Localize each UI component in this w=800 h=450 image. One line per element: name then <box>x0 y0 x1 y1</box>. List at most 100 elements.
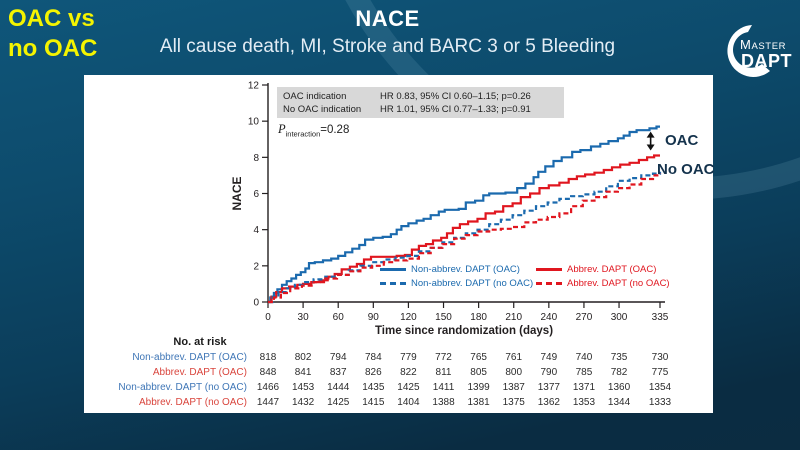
at-risk-value: 1381 <box>467 397 490 408</box>
at-risk-value: 1453 <box>291 382 315 393</box>
chart-panel: 0 2 4 6 8 10 12 0 30 60 90 120 150 180 210 240 270 300 335… <box>84 75 715 413</box>
at-risk-value: 1425 <box>397 382 420 393</box>
y-tick-label: 8 <box>253 153 259 164</box>
legend-line-sample-icon <box>380 282 406 285</box>
at-risk-value: 1399 <box>467 382 490 393</box>
x-tick-label: 270 <box>576 312 593 323</box>
page-subtitle: All cause death, MI, Stroke and BARC 3 o… <box>159 36 616 57</box>
y-tick-label: 6 <box>253 189 259 200</box>
corner-tag-line1: OAC vs <box>8 5 95 32</box>
at-risk-row-3: Abbrev. DAPT (no OAC) 1447 1432 1425 1415 140… <box>84 397 713 411</box>
legend-item-0: Non-abbrev. DAPT (OAC) <box>380 264 526 275</box>
header: NACE All cause death, MI, Stroke and BAR… <box>115 6 660 58</box>
at-risk-value: 775 <box>651 367 669 378</box>
at-risk-value: 811 <box>435 367 452 378</box>
x-axis-title: Time since randomization (days) <box>375 325 553 337</box>
oac-annotation: OAC <box>665 132 699 149</box>
at-risk-value: 1444 <box>327 382 350 393</box>
at-risk-value: 1371 <box>572 382 596 393</box>
y-tick-label: 4 <box>253 225 259 236</box>
at-risk-value: 1411 <box>432 382 455 393</box>
x-tick-label: 240 <box>540 312 557 323</box>
hr-row-nooac: No OAC indication HR 1.01, 95% CI 0.77–1… <box>283 103 558 116</box>
legend-label: Non-abbrev. DAPT (no OAC) <box>411 278 534 289</box>
curve-3 <box>268 173 662 304</box>
x-tick-label: 0 <box>265 312 271 323</box>
y-tick-label: 0 <box>253 298 259 309</box>
arrow-head-up-icon <box>646 131 655 138</box>
at-risk-value: 740 <box>575 352 593 363</box>
at-risk-value: 782 <box>610 367 628 378</box>
at-risk-value: 1447 <box>256 397 280 408</box>
hr-row-oac-label: OAC indication <box>283 90 347 102</box>
legend-line-sample-icon <box>380 268 406 271</box>
at-risk-value: 1404 <box>397 397 420 408</box>
at-risk-value: 1353 <box>572 397 596 408</box>
at-risk-value: 735 <box>610 352 628 363</box>
at-risk-row-1: Abbrev. DAPT (OAC) 848 841 837 826 822 811 805 8… <box>84 367 713 381</box>
at-risk-row-label: Abbrev. DAPT (no OAC) <box>139 397 247 408</box>
y-axis-title: NACE <box>230 176 244 210</box>
legend-label: Non-abbrev. DAPT (OAC) <box>411 264 520 275</box>
svg-text:DAPT: DAPT <box>741 51 792 71</box>
legend-line-sample-icon <box>536 282 562 285</box>
corner-tag: OAC vs no OAC <box>8 4 97 64</box>
hr-row-oac-value: HR 0.83, 95% CI 0.60–1.15; p=0.26 <box>380 90 531 102</box>
svg-text:MASTER: MASTER <box>740 37 786 52</box>
at-risk-value: 1344 <box>607 397 631 408</box>
at-risk-value: 1362 <box>537 397 560 408</box>
hr-row-oac: OAC indication HR 0.83, 95% CI 0.60–1.15… <box>283 90 558 103</box>
logo-crescent-icon <box>727 25 770 77</box>
at-risk-value: 772 <box>435 352 452 363</box>
at-risk-value: 1387 <box>502 382 525 393</box>
no-oac-annotation: No OAC <box>657 161 715 178</box>
legend-label: Abbrev. DAPT (no OAC) <box>567 278 670 289</box>
p-interaction: Pinteraction=0.28 <box>278 122 349 138</box>
at-risk-value: 1375 <box>502 397 525 408</box>
arrow-head-down-icon <box>646 144 655 151</box>
at-risk-value: 761 <box>505 352 523 363</box>
at-risk-value: 800 <box>505 367 523 378</box>
at-risk-value: 1432 <box>291 397 315 408</box>
x-tick-label: 120 <box>400 312 417 323</box>
at-risk-value: 841 <box>294 367 312 378</box>
at-risk-value: 1466 <box>256 382 280 393</box>
legend-item-1: Abbrev. DAPT (OAC) <box>536 264 670 275</box>
at-risk-value: 1333 <box>648 397 672 408</box>
y-tick-label: 10 <box>248 117 260 128</box>
at-risk-value: 784 <box>364 352 382 363</box>
x-tick-label: 30 <box>298 312 310 323</box>
x-tick-label: 300 <box>611 312 628 323</box>
at-risk-value: 837 <box>329 367 347 378</box>
at-risk-row-label: Non-abbrev. DAPT (OAC) <box>132 352 247 363</box>
at-risk-value: 1388 <box>432 397 455 408</box>
no-at-risk-header: No. at risk <box>173 336 227 348</box>
at-risk-value: 790 <box>540 367 558 378</box>
at-risk-value: 1415 <box>362 397 385 408</box>
x-tick-label: 60 <box>333 312 345 323</box>
page-title: NACE <box>355 6 420 31</box>
y-tick-label: 12 <box>248 81 260 92</box>
hr-row-nooac-label: No OAC indication <box>283 103 362 115</box>
curve-legend: Non-abbrev. DAPT (OAC) Abbrev. DAPT (OAC)… <box>380 264 670 289</box>
at-risk-row-label: Abbrev. DAPT (OAC) <box>152 367 247 378</box>
at-risk-value: 730 <box>651 352 669 363</box>
corner-tag-line2: no OAC <box>8 35 98 62</box>
x-tick-label: 335 <box>652 312 669 323</box>
hr-row-nooac-value: HR 1.01, 95% CI 0.77–1.33; p=0.91 <box>380 103 531 115</box>
legend-item-2: Non-abbrev. DAPT (no OAC) <box>380 278 533 289</box>
at-risk-value: 1360 <box>607 382 631 393</box>
p-interaction-sub: interaction <box>285 129 321 139</box>
at-risk-row-2: Non-abbrev. DAPT (no OAC) 1466 1453 1444 143… <box>84 382 713 396</box>
at-risk-value: 848 <box>259 367 277 378</box>
at-risk-value: 779 <box>400 352 417 363</box>
p-interaction-value: =0.28 <box>320 124 350 136</box>
at-risk-value: 818 <box>259 352 277 363</box>
x-tick-label: 90 <box>368 312 380 323</box>
at-risk-value: 785 <box>575 367 593 378</box>
x-tick-label: 180 <box>470 312 487 323</box>
legend-line-sample-icon <box>536 268 562 271</box>
y-tick-label: 2 <box>253 261 259 272</box>
